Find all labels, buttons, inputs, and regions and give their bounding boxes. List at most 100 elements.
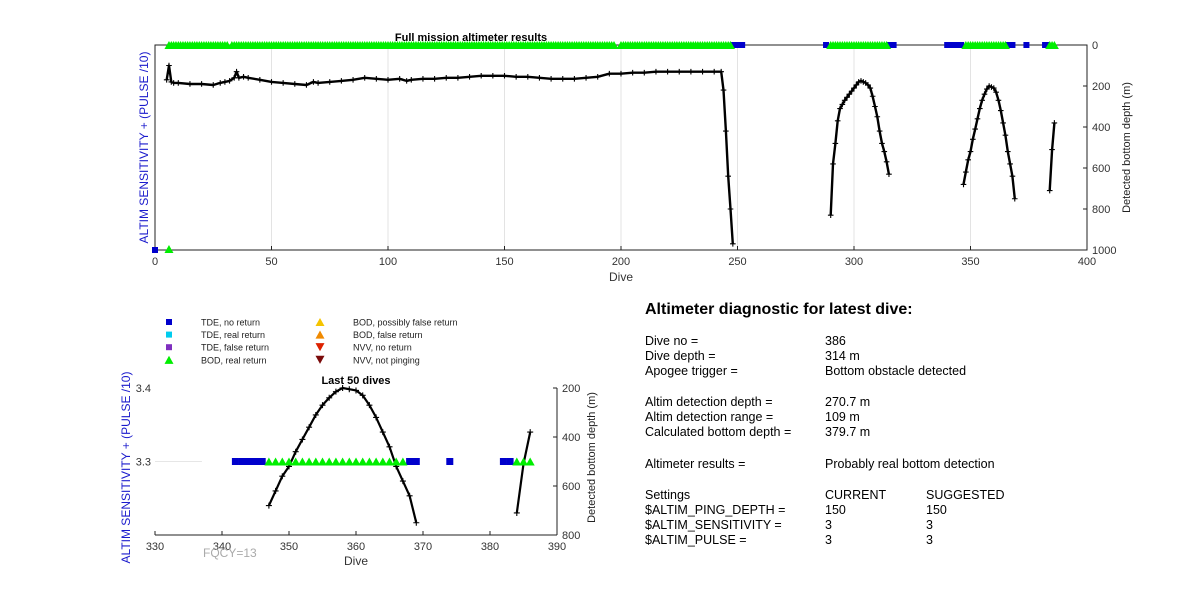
last-50-dives-chart: 330 340 350 360 370 380 390 3.3 3.4 200 400 600 800 D… xyxy=(119,372,598,568)
depth-point xyxy=(725,173,731,179)
bod-real-return-marker xyxy=(271,457,281,466)
depth-point xyxy=(292,448,299,455)
depth-point xyxy=(175,80,182,86)
x-axis-label: Dive xyxy=(344,554,368,568)
depth-point xyxy=(977,105,983,112)
calculated-depth-value: 379.7 m xyxy=(825,425,871,439)
y-left-tick-label: 3.4 xyxy=(136,383,151,395)
legend-label: NVV, no return xyxy=(353,343,412,353)
depth-point xyxy=(606,70,613,77)
tde-no-return-marker xyxy=(1023,42,1030,48)
legend-marker xyxy=(166,319,172,325)
depth-point xyxy=(886,171,892,177)
depth-point xyxy=(839,101,846,108)
depth-series-line xyxy=(829,79,891,216)
depth-point xyxy=(718,68,724,75)
depth-point xyxy=(1007,161,1013,167)
y-right-tick-label: 600 xyxy=(1092,163,1110,175)
legend-label: TDE, no return xyxy=(201,318,260,328)
depth-point xyxy=(319,402,326,409)
x-axis-label: Dive xyxy=(609,270,633,284)
bod-real-return-marker xyxy=(318,457,327,466)
dive-depth-value: 314 m xyxy=(825,349,860,363)
y-right-axis-label: Detected bottom depth (m) xyxy=(586,392,598,523)
legend-marker xyxy=(164,355,174,364)
suggested-header: SUGGESTED xyxy=(926,488,1005,502)
depth-point xyxy=(379,429,386,436)
dive-no-value: 386 xyxy=(825,334,846,348)
depth-point xyxy=(272,487,279,494)
ping-depth-suggested: 150 xyxy=(926,503,947,517)
depth-point xyxy=(723,128,729,134)
depth-point xyxy=(1011,195,1018,202)
depth-point xyxy=(571,76,578,82)
depth-point xyxy=(361,75,368,81)
legend-label: BOD, possibly false return xyxy=(353,318,458,328)
legend-marker xyxy=(315,317,325,327)
bod-real-return-marker xyxy=(371,457,381,466)
depth-series-line xyxy=(962,84,1016,199)
pulse-suggested: 3 xyxy=(926,533,933,547)
diagnostic-title: Altimeter diagnostic for latest dive: xyxy=(645,301,913,318)
depth-point xyxy=(1049,146,1055,153)
x-tick-label: 300 xyxy=(845,256,863,268)
y-left-axis-label: ALTIM SENSITIVITY + (PULSE /10) xyxy=(119,372,133,564)
bod-real-return-marker xyxy=(324,457,334,466)
depth-point xyxy=(210,82,217,88)
x-tick-label: 390 xyxy=(548,541,566,553)
chart-title: Full mission altimeter results xyxy=(395,32,547,44)
bod-real-return-marker xyxy=(519,457,528,466)
x-tick-label: 200 xyxy=(612,256,630,268)
legend-label: TDE, false return xyxy=(201,343,269,353)
y-right-tick-label: 200 xyxy=(562,383,580,395)
depth-point xyxy=(332,388,339,395)
depth-point xyxy=(257,77,263,83)
depth-point xyxy=(353,387,359,394)
bod-real-return-marker xyxy=(358,457,368,466)
depth-point xyxy=(984,86,990,92)
depth-point xyxy=(233,68,240,75)
bod-real-return-marker xyxy=(391,457,401,466)
legend-marker xyxy=(315,330,325,339)
chart-title: Last 50 dives xyxy=(321,375,390,387)
depth-point xyxy=(676,68,683,75)
depth-point xyxy=(217,80,224,86)
tde-no-return-marker xyxy=(739,42,746,48)
calculated-depth-label: Calculated bottom depth = xyxy=(645,425,792,439)
depth-point xyxy=(420,76,426,82)
depth-point xyxy=(837,105,843,112)
depth-point xyxy=(312,411,319,418)
x-tick-label: 330 xyxy=(146,541,164,553)
depth-point xyxy=(403,78,410,84)
depth-point xyxy=(970,136,976,143)
x-tick-label: 250 xyxy=(728,256,746,268)
x-tick-label: 400 xyxy=(1078,256,1096,268)
x-tick-label: 0 xyxy=(152,256,158,268)
bod-real-return-marker xyxy=(164,244,174,254)
tde-no-return-marker xyxy=(958,42,965,48)
bod-real-return-marker xyxy=(351,457,361,466)
depth-point xyxy=(965,157,971,163)
depth-point xyxy=(967,148,974,155)
x-tick-label: 380 xyxy=(481,541,499,553)
depth-point xyxy=(513,73,519,80)
bod-real-return-marker xyxy=(291,457,301,466)
y-right-tick-label: 600 xyxy=(562,481,580,493)
x-tick-label: 350 xyxy=(961,256,979,268)
y-right-tick-label: 800 xyxy=(562,530,580,542)
tde-no-return-marker xyxy=(1044,42,1051,48)
current-header: CURRENT xyxy=(825,488,887,502)
depth-point xyxy=(664,68,671,75)
depth-point xyxy=(187,81,193,87)
tde-no-return-marker xyxy=(823,42,830,48)
depth-point xyxy=(265,502,272,509)
depth-point xyxy=(963,169,969,175)
y-right-tick-label: 1000 xyxy=(1092,245,1116,257)
depth-point xyxy=(641,69,648,76)
depth-point xyxy=(867,85,874,91)
bod-real-return-marker xyxy=(726,40,736,50)
depth-point xyxy=(559,76,566,82)
depth-point xyxy=(851,85,857,91)
depth-series-line xyxy=(165,64,734,244)
